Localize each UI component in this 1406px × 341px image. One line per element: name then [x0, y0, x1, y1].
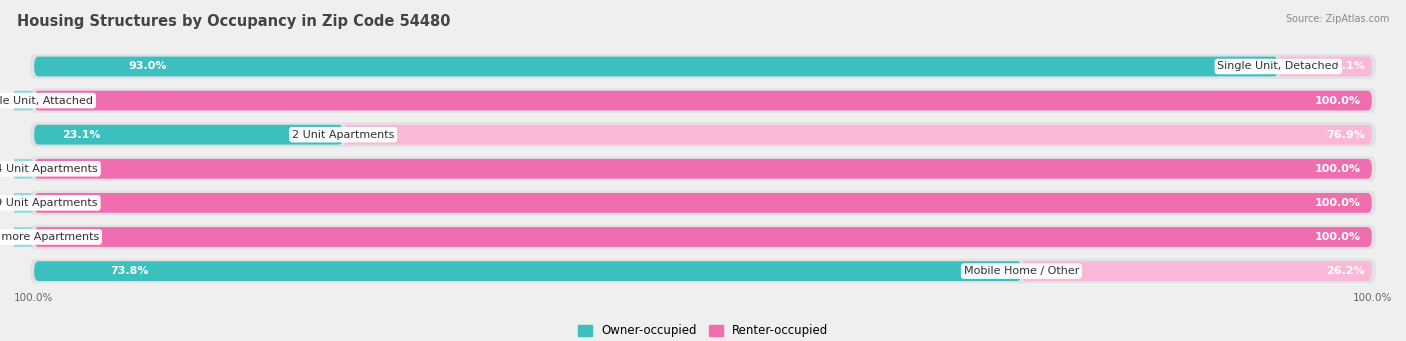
Text: 10 or more Apartments: 10 or more Apartments	[0, 232, 100, 242]
Text: 26.2%: 26.2%	[1326, 266, 1365, 276]
FancyBboxPatch shape	[34, 125, 343, 145]
FancyBboxPatch shape	[30, 88, 1376, 113]
Text: 2 Unit Apartments: 2 Unit Apartments	[292, 130, 394, 140]
Text: 3 or 4 Unit Apartments: 3 or 4 Unit Apartments	[0, 164, 98, 174]
FancyBboxPatch shape	[34, 159, 1372, 179]
FancyBboxPatch shape	[30, 157, 1376, 181]
Text: Single Unit, Attached: Single Unit, Attached	[0, 95, 93, 106]
Text: 100.0%: 100.0%	[1315, 95, 1361, 106]
FancyBboxPatch shape	[0, 91, 34, 110]
Text: 100.0%: 100.0%	[1315, 164, 1361, 174]
FancyBboxPatch shape	[30, 122, 1376, 147]
Legend: Owner-occupied, Renter-occupied: Owner-occupied, Renter-occupied	[572, 320, 834, 341]
Text: 100.0%: 100.0%	[1315, 198, 1361, 208]
FancyBboxPatch shape	[0, 159, 34, 179]
Text: Mobile Home / Other: Mobile Home / Other	[963, 266, 1078, 276]
FancyBboxPatch shape	[34, 193, 1372, 213]
FancyBboxPatch shape	[30, 225, 1376, 249]
FancyBboxPatch shape	[30, 191, 1376, 215]
FancyBboxPatch shape	[34, 57, 1278, 76]
FancyBboxPatch shape	[30, 54, 1376, 79]
FancyBboxPatch shape	[30, 259, 1376, 283]
Text: 7.1%: 7.1%	[1334, 61, 1365, 72]
FancyBboxPatch shape	[1277, 57, 1372, 76]
FancyBboxPatch shape	[34, 227, 1372, 247]
Text: Single Unit, Detached: Single Unit, Detached	[1218, 61, 1339, 72]
Text: 73.8%: 73.8%	[110, 266, 149, 276]
Text: 93.0%: 93.0%	[128, 61, 166, 72]
Text: 100.0%: 100.0%	[1315, 232, 1361, 242]
FancyBboxPatch shape	[34, 261, 1021, 281]
Text: 100.0%: 100.0%	[14, 293, 53, 303]
FancyBboxPatch shape	[0, 227, 34, 247]
Text: 5 to 9 Unit Apartments: 5 to 9 Unit Apartments	[0, 198, 98, 208]
FancyBboxPatch shape	[0, 193, 34, 213]
FancyBboxPatch shape	[343, 125, 1372, 145]
Text: Housing Structures by Occupancy in Zip Code 54480: Housing Structures by Occupancy in Zip C…	[17, 14, 450, 29]
Text: 76.9%: 76.9%	[1326, 130, 1365, 140]
Text: Source: ZipAtlas.com: Source: ZipAtlas.com	[1285, 14, 1389, 24]
Text: 23.1%: 23.1%	[62, 130, 101, 140]
Text: 100.0%: 100.0%	[1353, 293, 1392, 303]
FancyBboxPatch shape	[1021, 261, 1372, 281]
FancyBboxPatch shape	[34, 91, 1372, 110]
